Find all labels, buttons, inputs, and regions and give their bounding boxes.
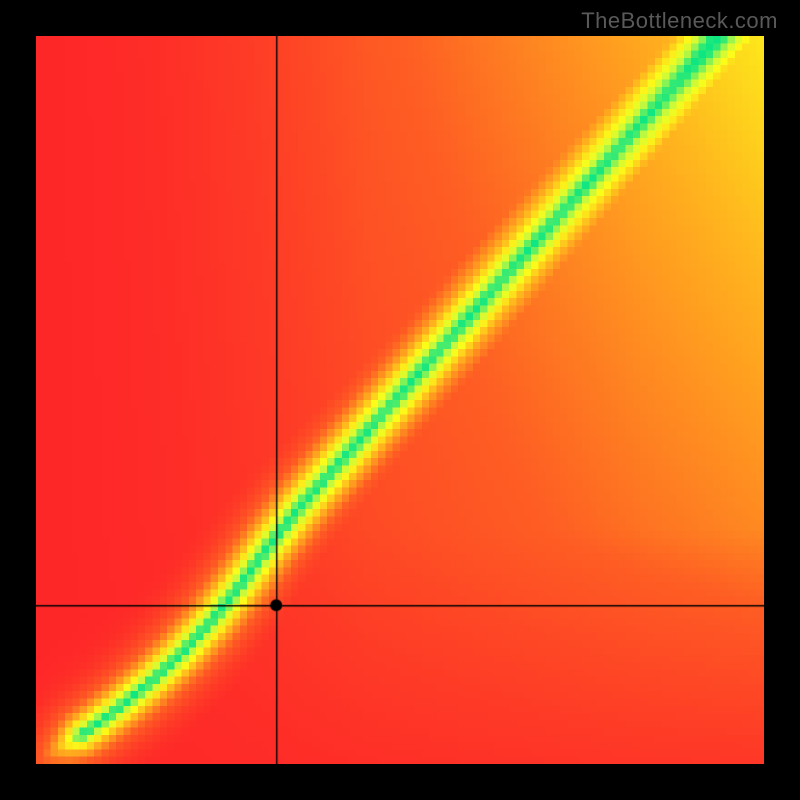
crosshair-overlay [36,36,764,764]
chart-container: TheBottleneck.com [0,0,800,800]
watermark-text: TheBottleneck.com [581,8,778,34]
